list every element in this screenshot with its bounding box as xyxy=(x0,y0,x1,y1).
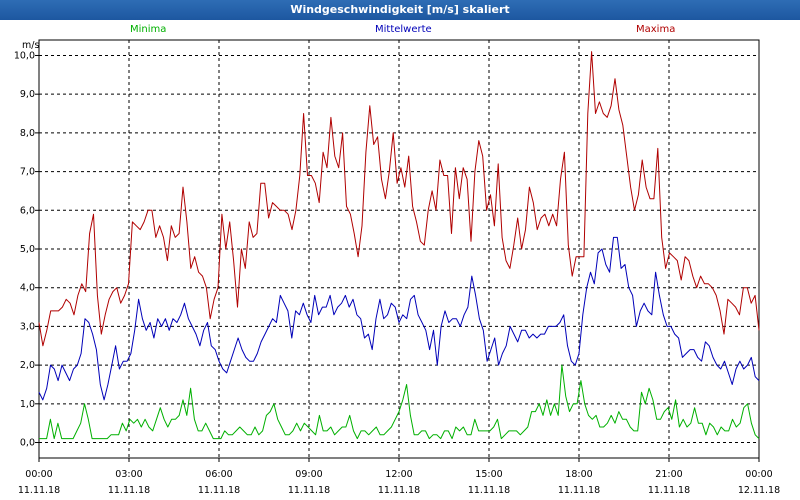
x-tick-time: 00:00 xyxy=(745,469,772,480)
y-tick-label: 5,0 xyxy=(20,244,35,255)
x-tick-date: 12.11.18 xyxy=(738,485,780,496)
y-tick-label: 2,0 xyxy=(20,360,35,371)
series-line-mittelwerte xyxy=(38,236,760,401)
series-line-minima xyxy=(39,364,760,440)
x-tick-time: 21:00 xyxy=(655,469,682,480)
chart-title: Windgeschwindigkeit [m/s] skaliert xyxy=(0,0,800,20)
x-tick-date: 11.11.18 xyxy=(468,485,510,496)
x-tick-date: 11.11.18 xyxy=(288,485,330,496)
y-tick-label: 8,0 xyxy=(20,128,35,139)
x-tick-time: 12:00 xyxy=(385,469,412,480)
x-tick-date: 11.11.18 xyxy=(558,485,600,496)
x-tick-time: 06:00 xyxy=(205,469,232,480)
x-tick-date: 11.11.18 xyxy=(108,485,150,496)
legend-mittelwerte: Mittelwerte xyxy=(375,24,432,35)
x-tick-time: 15:00 xyxy=(475,469,502,480)
y-tick-label: 0,0 xyxy=(20,438,35,449)
x-tick-time: 03:00 xyxy=(115,469,142,480)
y-axis-label: m/s xyxy=(22,40,39,51)
series-line-maxima xyxy=(38,51,760,347)
x-tick-time: 00:00 xyxy=(25,469,52,480)
y-tick-label: 3,0 xyxy=(20,321,35,332)
x-tick-date: 11.11.18 xyxy=(378,485,420,496)
y-tick-label: 6,0 xyxy=(20,205,35,216)
x-tick-time: 09:00 xyxy=(295,469,322,480)
legend-minima: Minima xyxy=(130,24,167,35)
x-tick-time: 18:00 xyxy=(565,469,592,480)
y-tick-label: 4,0 xyxy=(20,283,35,294)
x-tick-date: 11.11.18 xyxy=(18,485,60,496)
x-tick-date: 11.11.18 xyxy=(198,485,240,496)
y-tick-label: 9,0 xyxy=(20,89,35,100)
x-tick-date: 11.11.18 xyxy=(648,485,690,496)
y-tick-label: 1,0 xyxy=(20,399,35,410)
y-tick-label: 10,0 xyxy=(14,50,35,61)
legend-maxima: Maxima xyxy=(636,24,676,35)
y-tick-label: 7,0 xyxy=(20,167,35,178)
